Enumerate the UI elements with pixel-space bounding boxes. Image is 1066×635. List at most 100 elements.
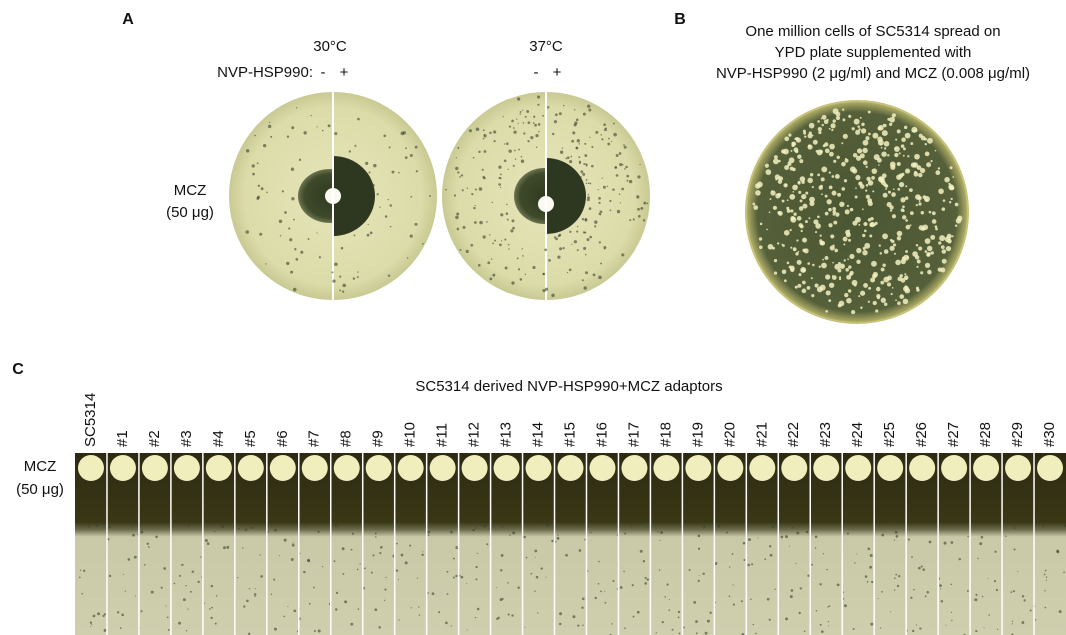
colony — [798, 251, 800, 253]
speckle — [911, 556, 913, 558]
speckle — [583, 163, 585, 165]
speckle — [582, 279, 584, 281]
speckle — [450, 531, 453, 534]
speckle — [328, 124, 331, 127]
speckle — [504, 159, 507, 162]
speckle — [563, 105, 564, 106]
speckle — [621, 253, 624, 256]
speckle — [478, 264, 481, 267]
speckle — [242, 547, 243, 548]
colony — [854, 119, 860, 125]
speckle — [512, 219, 515, 222]
disk — [206, 455, 232, 481]
colony — [901, 137, 906, 142]
speckle — [475, 205, 476, 206]
colony — [941, 207, 945, 211]
row-label: (50 μg) — [166, 204, 214, 221]
caption: YPD plate supplemented with — [775, 44, 972, 61]
colony — [861, 128, 866, 133]
colony — [911, 127, 917, 133]
colony — [955, 203, 959, 207]
speckle — [959, 558, 961, 560]
speckle — [117, 611, 119, 613]
colony — [801, 194, 806, 199]
speckle — [479, 221, 482, 224]
speckle — [354, 145, 356, 147]
colony — [868, 133, 871, 136]
plates — [229, 90, 650, 302]
speckle — [678, 611, 680, 613]
speckle — [799, 612, 801, 614]
speckle — [819, 583, 821, 585]
speckle — [316, 126, 317, 127]
speckle — [696, 632, 698, 634]
colony — [917, 259, 921, 263]
speckle — [477, 608, 480, 611]
colony — [883, 124, 885, 126]
speckle — [432, 592, 435, 595]
speckle — [530, 136, 533, 139]
speckle — [135, 596, 136, 597]
speckle — [856, 553, 857, 554]
speckle — [455, 575, 457, 577]
speckle — [373, 164, 377, 168]
speckle — [591, 146, 593, 148]
speckle — [508, 248, 510, 250]
speckle — [853, 628, 855, 630]
speckle — [384, 600, 385, 601]
speckle — [249, 588, 250, 589]
strain-label: #30 — [1041, 422, 1058, 447]
disk — [1005, 455, 1031, 481]
speckle — [512, 227, 515, 230]
colony — [874, 154, 880, 160]
colony — [775, 193, 780, 198]
speckle — [557, 255, 560, 258]
speckle — [141, 531, 144, 534]
colony — [839, 202, 844, 207]
colony — [856, 248, 861, 253]
speckle — [591, 165, 594, 168]
speckle — [350, 623, 353, 626]
speckle — [396, 543, 398, 545]
colony — [925, 263, 930, 268]
speckle — [291, 168, 294, 171]
speckle — [514, 150, 516, 152]
colony — [929, 211, 932, 214]
speckle — [755, 633, 757, 635]
strain-label: #4 — [210, 430, 227, 447]
speckle — [867, 581, 869, 583]
colony — [862, 208, 864, 210]
disk — [270, 455, 296, 481]
speckle — [523, 132, 525, 134]
speckle — [614, 166, 617, 169]
speckle — [163, 567, 166, 570]
speckle — [837, 583, 840, 586]
disk — [302, 455, 328, 481]
speckle — [506, 142, 509, 145]
colony — [897, 277, 901, 281]
speckle — [377, 193, 379, 195]
speckle — [527, 140, 529, 142]
speckle — [526, 557, 528, 559]
speckle — [843, 598, 844, 599]
colony — [822, 115, 827, 120]
speckle — [401, 132, 405, 136]
speckle — [569, 160, 572, 163]
speckle — [223, 546, 226, 549]
speckle — [520, 113, 521, 114]
speckle — [643, 202, 646, 205]
colony — [790, 216, 795, 221]
colony — [790, 229, 792, 231]
disk — [813, 455, 839, 481]
speckle — [482, 176, 485, 179]
speckle — [1010, 591, 1012, 593]
speckle — [216, 595, 217, 596]
colony — [912, 251, 918, 257]
strain-label: #18 — [657, 422, 674, 447]
speckle — [586, 179, 588, 181]
colony — [902, 215, 906, 219]
speckle — [501, 240, 502, 241]
speckle — [336, 592, 338, 594]
speckle — [579, 143, 580, 144]
speckle — [631, 525, 633, 527]
